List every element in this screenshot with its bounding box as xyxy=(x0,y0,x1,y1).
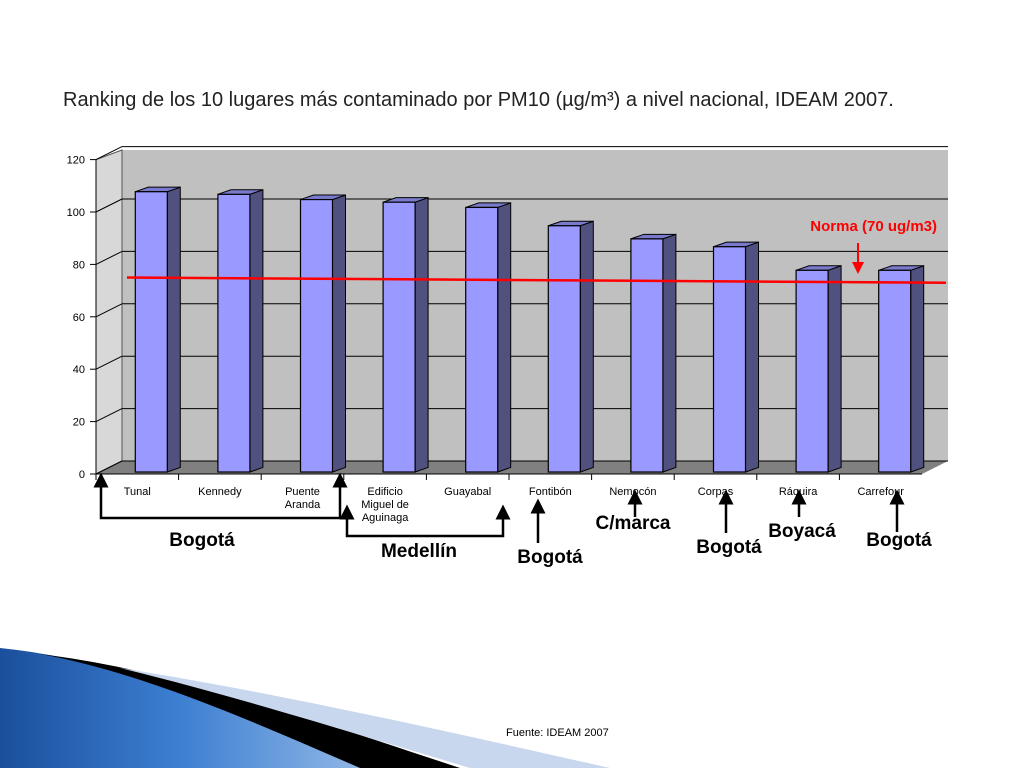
bar xyxy=(382,196,429,473)
region-bogota-4-label: Bogotá xyxy=(866,530,932,551)
annotations: Norma (70 ug/m3) Bogotá Medellín Bogotá C/ma… xyxy=(93,218,947,568)
gridline-side xyxy=(95,146,123,161)
x-tick-label: Kennedy xyxy=(198,486,242,498)
bar-side xyxy=(827,265,842,473)
bar-series xyxy=(134,186,925,473)
y-tick-label: 40 xyxy=(73,364,85,376)
bar-side xyxy=(332,194,346,473)
bar-front xyxy=(134,191,168,473)
norma-label: Norma (70 ug/m3) xyxy=(810,218,937,235)
bar-front xyxy=(465,206,499,473)
region-bogota-1-bracket xyxy=(93,472,348,520)
bar xyxy=(630,233,677,473)
bar xyxy=(878,265,925,473)
bar-side xyxy=(249,189,264,473)
bar-front xyxy=(382,201,416,473)
bar-front xyxy=(795,269,829,473)
bar xyxy=(134,186,181,473)
y-tick-label: 0 xyxy=(79,469,85,481)
bar xyxy=(465,202,512,473)
gridline-side xyxy=(95,250,123,265)
slide-title: Ranking de los 10 lugares más contaminad… xyxy=(63,89,894,111)
bar-front xyxy=(299,198,334,473)
bar-side xyxy=(166,186,181,473)
y-tick-label: 20 xyxy=(73,417,85,429)
x-tick-label: Edificio Miguel de Aguinaga xyxy=(361,486,409,524)
x-tick-label: Guayabal xyxy=(444,486,491,498)
x-tick-label: Fontibón xyxy=(529,486,572,498)
y-tick-label: 120 xyxy=(67,155,85,167)
gridline-side xyxy=(95,303,123,318)
y-tick-label: 60 xyxy=(73,312,85,324)
x-tick-label: Tunal xyxy=(124,486,151,498)
region-bogota-1-label: Bogotá xyxy=(169,530,235,551)
y-axis: 0 20 40 60 80 100 120 xyxy=(67,155,97,481)
region-medellin-label: Medellín xyxy=(381,541,457,562)
bar-front xyxy=(712,246,747,473)
region-bogota-2-label: Bogotá xyxy=(517,547,583,568)
region-boyaca-label: Boyacá xyxy=(768,521,836,542)
bar xyxy=(712,241,759,473)
y-tick-label: 100 xyxy=(67,207,85,219)
gridline-side xyxy=(95,460,123,475)
bar-front xyxy=(217,193,251,473)
bar-front xyxy=(547,225,581,473)
x-tick-label: Carrefour xyxy=(857,486,904,498)
x-tick-label: Puente Aranda xyxy=(285,486,321,511)
bar xyxy=(795,265,842,473)
chart-side-wall xyxy=(95,149,123,475)
bar-side xyxy=(579,220,594,473)
bar xyxy=(217,189,264,473)
source-note: Fuente: IDEAM 2007 xyxy=(506,727,609,739)
bar-side xyxy=(497,202,512,473)
region-medellin-bracket xyxy=(339,504,511,538)
bar-front xyxy=(630,238,664,473)
x-tick-label: Ráquira xyxy=(779,486,818,498)
norma-reference-line xyxy=(126,276,947,284)
bar-side xyxy=(910,265,925,473)
bar xyxy=(547,220,594,473)
x-tick-label: Nemocón xyxy=(609,486,656,498)
bar-side xyxy=(662,233,677,473)
bar-side xyxy=(414,196,429,473)
bar-side xyxy=(745,241,759,473)
bar-front xyxy=(878,269,912,473)
gridline-side xyxy=(95,198,123,213)
gridline-side xyxy=(95,408,123,423)
y-tick-label: 80 xyxy=(73,259,85,271)
region-cmarca-label: C/marca xyxy=(596,513,671,534)
bar xyxy=(299,194,346,473)
region-bogota-3-label: Bogotá xyxy=(696,537,762,558)
gridline-side xyxy=(95,355,123,370)
x-tick-label: Corpas xyxy=(698,486,734,498)
